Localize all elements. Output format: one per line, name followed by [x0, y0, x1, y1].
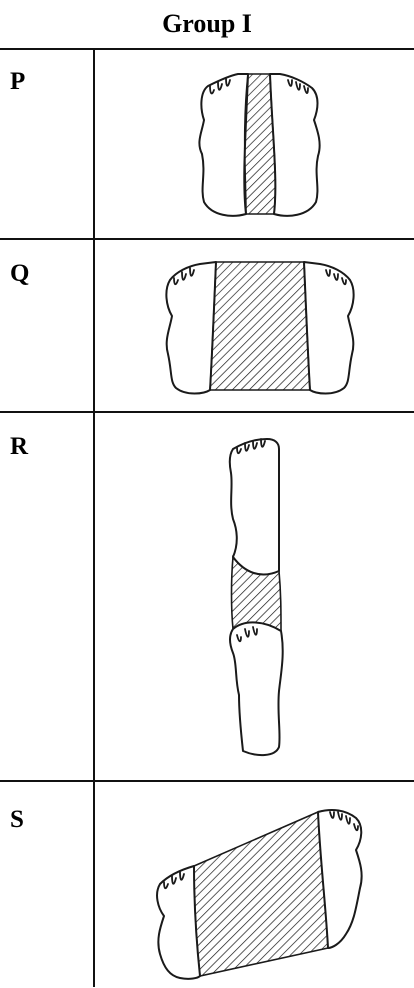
row-label-s: S: [10, 806, 24, 833]
column-divider: [93, 48, 95, 987]
group-table: P Q: [0, 48, 414, 987]
figure-q: [165, 261, 355, 395]
figure-r: [228, 438, 284, 757]
table-header: Group I: [0, 0, 414, 48]
foot-upper-r: [228, 438, 280, 576]
hatched-contact-s: [193, 810, 329, 977]
figure-s: [156, 809, 363, 980]
row-divider-r-s: [0, 780, 414, 782]
foot-right-p: [269, 73, 321, 217]
foot-right-s: [317, 809, 363, 949]
row-label-q: Q: [10, 260, 30, 287]
foot-lower-r: [229, 621, 284, 757]
table-top-border: [0, 48, 414, 50]
hatched-contact-p: [243, 73, 277, 215]
row-label-r: R: [10, 433, 29, 460]
group-title: Group I: [162, 9, 252, 38]
hatched-contact-q: [209, 261, 311, 391]
row-divider-p-q: [0, 238, 414, 240]
foot-left-p: [198, 73, 249, 217]
foot-left-s: [156, 865, 201, 980]
figure-p: [198, 73, 321, 217]
row-divider-q-r: [0, 411, 414, 413]
row-label-p: P: [10, 68, 26, 95]
